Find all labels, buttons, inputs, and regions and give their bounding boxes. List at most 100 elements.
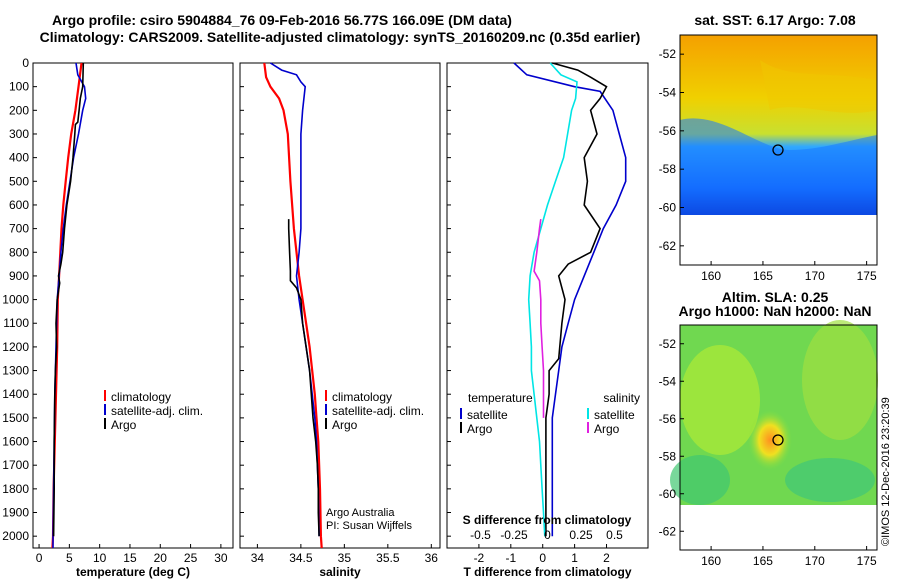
salinity-series-argo [287,219,320,537]
difference-xtick-label: 1 [571,551,578,565]
sla-no-data [680,505,877,550]
sla_map-xtick-label: 165 [753,554,773,568]
sla_map-xtick-label: 160 [701,554,721,568]
temperature-ytick-label: 2000 [2,529,29,543]
salinity-series-climatology [263,62,323,549]
temperature-ytick-label: 700 [9,222,29,236]
sst-map-title: sat. SST: 6.17 Argo: 7.08 [694,12,856,28]
sst-cold-tongue [680,118,877,215]
sst_map-xtick-label: 160 [701,269,721,283]
salinity-xtick-label: 36 [425,551,439,565]
difference-series-t-argo [545,62,608,537]
sla-map: Altim. SLA: 0.25 Argo h1000: NaN h2000: … [659,289,878,568]
temperature-ytick-label: 1200 [2,340,29,354]
temperature-ytick-label: 100 [9,80,29,94]
salinity-legend-label: Argo [332,418,358,432]
difference-frame [446,62,649,549]
sla_map-xtick-label: 175 [857,554,877,568]
sla-band-2 [802,320,878,440]
temperature-ytick-label: 1800 [2,482,29,496]
sla_map-ytick-label: -58 [659,449,677,463]
temperature-ytick-label: 1700 [2,458,29,472]
salinity-xlabel: salinity [319,565,361,579]
sla-map-title-2: Argo h1000: NaN h2000: NaN [679,303,872,319]
salinity-xtick-label: 35 [338,551,352,565]
diff-salinity-tick-label: -0.25 [500,528,528,542]
diff-legend-right-label: Argo [594,422,620,436]
imos-credit: ©IMOS 12-Dec-2016 23:20:39 [880,397,892,546]
sst_map-xtick-label: 170 [805,269,825,283]
sla-band-4 [785,458,875,502]
salinity-annotation: Argo Australia [326,507,395,519]
sst_map-ytick-label: -56 [659,124,677,138]
sst_map-ytick-label: -52 [659,47,677,61]
salinity-annotation: PI: Susan Wijffels [326,520,412,532]
difference-xtick-label: 0 [539,551,546,565]
difference-series-s-argo [533,218,545,418]
sla_map-ytick-label: -52 [659,337,677,351]
temperature-ytick-label: 1500 [2,411,29,425]
difference-series-s-satellite [527,62,578,537]
sst-warm-band [760,60,877,113]
diff-legend-temperature-title: temperature [468,391,533,405]
diff-legend-salinity-title: salinity [603,391,640,405]
temperature-xtick-label: 20 [154,551,168,565]
sla-map-frame [679,324,878,551]
temperature-xtick-label: 15 [123,551,137,565]
salinity-panel: 34 34.5 35 35.5 36 salinity climatologysatelli… [239,62,441,579]
difference-xlabel: T difference from climatology [463,565,631,579]
diff-salinity-tick-label: -0.5 [470,528,491,542]
temperature-legend-label: satellite-adj. clim. [111,404,203,418]
temperature-ytick-label: 200 [9,103,29,117]
title-line-2: Climatology: CARS2009. Satellite-adjuste… [40,29,641,45]
salinity-legend-label: satellite-adj. clim. [332,404,424,418]
diff-legend-left-label: satellite [467,408,508,422]
difference-series-t-satellite [513,62,627,537]
sla_map-ytick-label: -56 [659,412,677,426]
temperature-xtick-label: 30 [214,551,228,565]
salinity-xtick-label: 34.5 [289,551,313,565]
difference-panel: -2 -1 0 1 2T difference from climatology temp… [446,62,649,579]
sla-map-title-1: Altim. SLA: 0.25 [722,289,829,305]
temperature-ytick-label: 600 [9,198,29,212]
temperature-ytick-label: 300 [9,127,29,141]
temperature-xtick-label: 25 [184,551,198,565]
salinity-legend-label: climatology [332,390,392,404]
sla-warm-eddy [748,410,792,470]
sst_map-ytick-label: -54 [659,86,677,100]
temperature-ytick-label: 1900 [2,506,29,520]
difference-xtick-label: -2 [474,551,485,565]
temperature-ytick-label: 1000 [2,293,29,307]
temperature-ytick-label: 800 [9,245,29,259]
temperature-ytick-label: 400 [9,151,29,165]
sst_map-xtick-label: 165 [753,269,773,283]
sla-band-3 [670,455,730,505]
sla_map-ytick-label: -62 [659,524,677,538]
sst-no-data [680,215,877,265]
sst_map-ytick-label: -62 [659,239,677,253]
salinity-frame [239,62,441,549]
sla-band-1 [680,345,760,455]
temperature-xlabel: temperature (deg C) [76,565,190,579]
sst-argo-location-marker [772,144,784,156]
salinity-series-satellite-adj-clim- [269,62,320,537]
sst_map-ytick-label: -60 [659,201,677,215]
temperature-xtick-label: 5 [66,551,73,565]
title-line-1: Argo profile: csiro 5904884_76 09-Feb-20… [52,12,512,28]
temperature-ytick-label: 1600 [2,435,29,449]
temperature-ytick-label: 0 [22,56,29,70]
difference-xtick-label: -1 [505,551,516,565]
temperature-ytick-label: 1100 [3,316,29,330]
temperature-ytick-label: 1400 [2,387,29,401]
sst_map-xtick-label: 175 [857,269,877,283]
temperature-panel: 0100200300400500600700800900100011001200… [2,56,234,579]
diff-legend-left-label: Argo [467,422,493,436]
sla-argo-location-marker [772,434,784,446]
diff-legend-right-label: satellite [594,408,635,422]
temperature-ytick-label: 1300 [2,364,29,378]
salinity-xtick-label: 34 [251,551,265,565]
temperature-legend-label: climatology [111,390,171,404]
salinity-xtick-label: 35.5 [376,551,400,565]
temperature-frame [32,62,234,549]
